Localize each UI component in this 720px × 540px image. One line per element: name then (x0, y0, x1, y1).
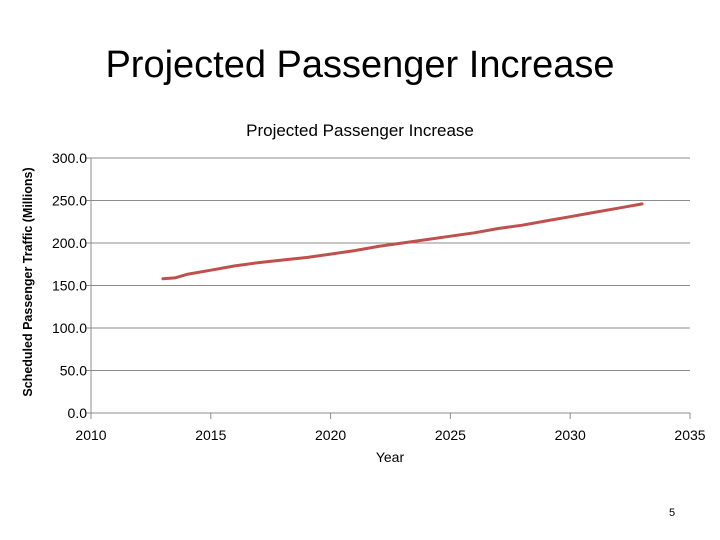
x-tick-label: 2035 (674, 427, 705, 443)
slide-number: 5 (668, 507, 676, 519)
gridlines (91, 157, 690, 371)
y-tick-labels: 0.0 50.0 100.0 150.0 200.0 250.0 300.0 (52, 150, 87, 421)
y-tick-label: 200.0 (52, 235, 87, 251)
y-tick-label: 50.0 (60, 363, 87, 379)
y-tick-label: 100.0 (52, 320, 87, 336)
x-tick-label: 2010 (75, 427, 106, 443)
axes (86, 157, 691, 419)
y-tick-label: 150.0 (52, 278, 87, 294)
series-line (161, 202, 644, 281)
chart-title: Projected Passenger Increase (246, 121, 474, 140)
y-tick-label: 300.0 (52, 150, 87, 166)
x-axis-label: Year (376, 449, 405, 465)
x-tick-label: 2025 (435, 427, 466, 443)
slide-title: Projected Passenger Increase (105, 44, 615, 86)
x-tick-labels: 2010 2015 2020 2025 2030 2035 (75, 427, 705, 443)
y-tick-label: 0.0 (68, 405, 88, 421)
x-tick-label: 2020 (315, 427, 346, 443)
series-lines (161, 202, 644, 281)
x-tick-label: 2015 (195, 427, 226, 443)
y-axis-label: Scheduled Passenger Traffic (Millions) (21, 167, 35, 396)
x-tick-label: 2030 (555, 427, 586, 443)
y-tick-label: 250.0 (52, 193, 87, 209)
